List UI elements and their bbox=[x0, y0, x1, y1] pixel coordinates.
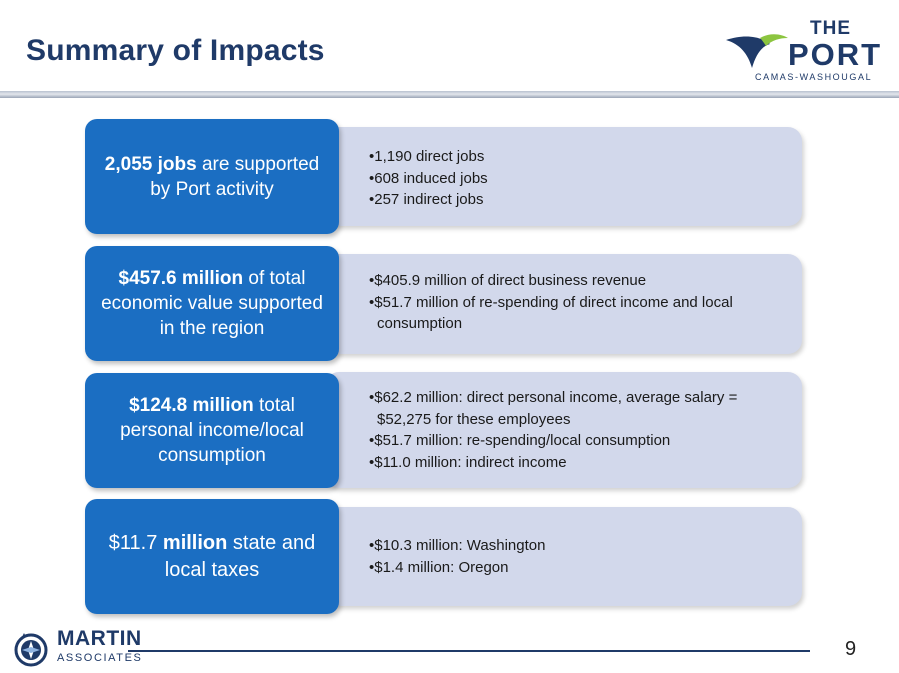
list-item: •257 indirect jobs bbox=[369, 191, 484, 208]
page-title: Summary of Impacts bbox=[26, 34, 325, 67]
martin-subtitle: ASSOCIATES bbox=[57, 652, 143, 664]
list-item: •$1.4 million: Oregon bbox=[369, 558, 509, 576]
logo-subtitle: CAMAS-WASHOUGAL bbox=[755, 72, 873, 82]
personal-income-detail-panel: •$62.2 million: direct personal income, … bbox=[325, 372, 802, 488]
page-number: 9 bbox=[845, 638, 857, 660]
taxes-text: state and local taxes bbox=[164, 531, 316, 581]
personal-income-summary-box: $124.8 million total personal income/loc… bbox=[85, 373, 339, 488]
jobs-highlight: 2,055 jobs bbox=[104, 153, 197, 175]
taxes-detail-panel: •$10.3 million: Washington •$1.4 million… bbox=[325, 507, 802, 606]
compass-icon bbox=[14, 633, 48, 667]
jobs-detail-panel: •1,190 direct jobs •608 induced jobs •25… bbox=[325, 127, 802, 226]
list-item: •608 induced jobs bbox=[369, 169, 488, 187]
personal-income-bullet-list: •$62.2 million: direct personal income, … bbox=[369, 387, 786, 473]
taxes-highlight: million bbox=[162, 531, 228, 554]
list-item: •1,190 direct jobs bbox=[369, 148, 485, 165]
header-divider bbox=[0, 91, 899, 98]
list-item: •$51.7 million of re-spending of direct … bbox=[369, 293, 733, 333]
footer-divider bbox=[128, 650, 810, 652]
list-item: •$10.3 million: Washington bbox=[369, 537, 546, 554]
port-logo: THE PORT CAMAS-WASHOUGAL bbox=[726, 18, 886, 88]
jobs-summary-box: 2,055 jobs are supported by Port activit… bbox=[85, 119, 339, 234]
taxes-bullet-list: •$10.3 million: Washington •$1.4 million… bbox=[369, 535, 786, 578]
personal-income-text: total personal income/local consumption bbox=[120, 395, 304, 466]
jobs-text: are supported by Port activity bbox=[150, 153, 320, 200]
logo-port-text: PORT bbox=[788, 37, 883, 72]
personal-income-highlight: $124.8 million bbox=[129, 395, 254, 416]
list-item: •$11.0 million: indirect income bbox=[369, 453, 567, 471]
economic-value-summary-box: $457.6 million of total economic value s… bbox=[85, 246, 339, 361]
list-item: •$62.2 million: direct personal income, … bbox=[369, 389, 738, 428]
list-item: •$51.7 million: re-spending/local consum… bbox=[369, 432, 671, 449]
martin-name: MARTIN bbox=[57, 627, 142, 650]
taxes-prefix: $11.7 bbox=[108, 531, 163, 554]
jobs-bullet-list: •1,190 direct jobs •608 induced jobs •25… bbox=[369, 146, 786, 211]
martin-associates-logo: MARTIN ASSOCIATES bbox=[13, 627, 143, 671]
economic-value-bullet-list: •$405.9 million of direct business reven… bbox=[369, 270, 786, 335]
port-wing-icon bbox=[726, 34, 788, 68]
logo-the-text: THE bbox=[810, 18, 851, 39]
economic-value-highlight: $457.6 million bbox=[118, 268, 244, 289]
economic-value-detail-panel: •$405.9 million of direct business reven… bbox=[325, 254, 802, 354]
economic-value-text: of total economic value supported in the… bbox=[101, 268, 323, 339]
list-item: •$405.9 million of direct business reven… bbox=[369, 272, 647, 289]
taxes-summary-box: $11.7 million state and local taxes bbox=[85, 499, 339, 614]
